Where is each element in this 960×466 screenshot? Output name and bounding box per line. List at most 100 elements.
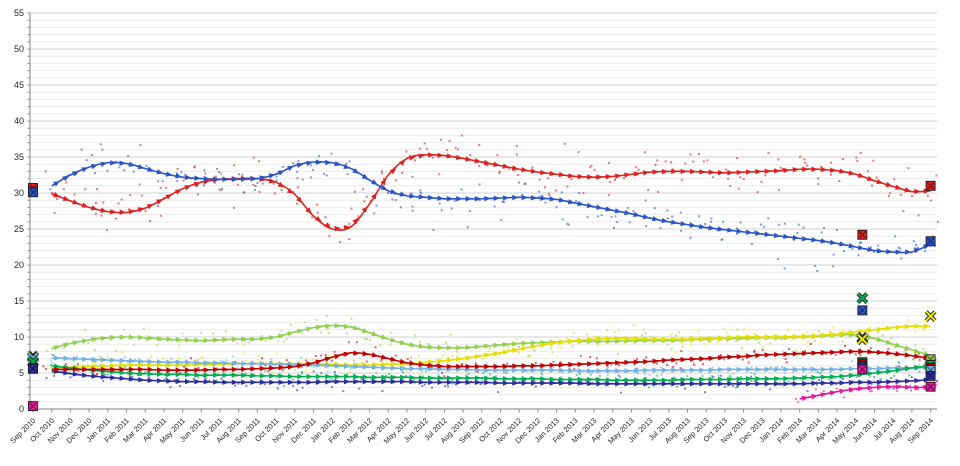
trend-arrow [895, 324, 903, 331]
scatter-point [275, 376, 278, 379]
scatter-point [100, 214, 103, 217]
trend-arrow [783, 334, 790, 340]
trend-arrow [493, 342, 500, 349]
trend-arrow [156, 169, 164, 175]
trend-arrow [72, 371, 80, 377]
trend-arrow [428, 366, 435, 372]
scatter-point [300, 356, 303, 359]
scatter-point [453, 199, 456, 202]
scatter-point [91, 371, 94, 374]
scatter-point [467, 372, 470, 375]
scatter-point [632, 210, 635, 213]
trend-arrow [100, 374, 108, 380]
scatter-point [182, 179, 185, 182]
scatter-point [716, 341, 719, 344]
trend-arrow [867, 246, 874, 252]
trend-arrow [390, 188, 398, 195]
scatter-point [736, 232, 739, 235]
trend-arrow [456, 379, 463, 386]
scatter-point [65, 181, 68, 184]
trend-arrow [100, 207, 108, 213]
trend-arrow [559, 380, 566, 386]
trend-arrow [774, 376, 781, 382]
result-marker-FI [857, 364, 868, 375]
scatter-point [739, 381, 742, 384]
trend-arrow [652, 336, 659, 342]
scatter-point [181, 332, 184, 335]
trend-arrow [455, 356, 463, 363]
scatter-point [924, 250, 927, 253]
trend-arrow [746, 376, 753, 382]
scatter-point [597, 215, 600, 218]
trend-arrow [446, 153, 454, 159]
scatter-point [358, 387, 361, 390]
trend-arrow [586, 174, 594, 180]
scatter-point [817, 183, 820, 186]
scatter-point [929, 199, 932, 202]
trend-arrow [409, 360, 416, 366]
scatter-point [95, 202, 98, 205]
trend-arrow [857, 244, 865, 251]
scatter-point [258, 190, 261, 193]
trend-arrow [128, 209, 136, 215]
trend-arrow [325, 379, 332, 385]
scatter-point [312, 365, 315, 368]
trend-arrow [577, 337, 585, 344]
scatter-point [736, 385, 739, 388]
scatter-point [311, 216, 314, 219]
scatter-point [102, 201, 105, 204]
scatter-point [496, 154, 499, 157]
trend-arrow [633, 171, 641, 177]
trend-arrow [119, 366, 126, 373]
scatter-point [869, 246, 872, 249]
scatter-point [179, 384, 182, 387]
scatter-point [478, 199, 481, 202]
trend-arrow [764, 352, 772, 358]
trend-arrow [91, 205, 98, 211]
scatter-point [780, 366, 783, 369]
scatter-point [127, 370, 130, 373]
trend-arrow [418, 194, 426, 200]
trend-arrow [474, 354, 482, 360]
scatter-point [635, 367, 638, 370]
scatter-point [818, 379, 821, 382]
scatter-point [563, 142, 566, 145]
scatter-point [236, 366, 239, 369]
trend-arrow [63, 366, 70, 373]
scatter-point [872, 251, 875, 254]
scatter-point [466, 226, 469, 229]
scatter-point [314, 354, 317, 357]
scatter-point [485, 164, 488, 167]
trend-arrow [586, 361, 594, 367]
scatter-point [879, 377, 882, 380]
trend-arrow [409, 379, 416, 385]
scatter-point [645, 356, 648, 359]
scatter-point [593, 168, 596, 171]
trend-arrow [802, 333, 809, 339]
scatter-point [759, 223, 762, 226]
scatter-point [197, 358, 200, 361]
scatter-point [251, 360, 254, 363]
scatter-point [725, 331, 728, 334]
trend-arrow [671, 168, 678, 175]
scatter-point [161, 180, 164, 183]
scatter-point [281, 369, 284, 372]
trend-arrow [727, 170, 734, 176]
scatter-point [517, 345, 520, 348]
trend-arrow [904, 352, 912, 358]
trend-arrow [72, 366, 80, 373]
trend-arrow [811, 380, 818, 387]
trend-arrow [886, 350, 893, 356]
y-axis-tick-label: 55 [14, 8, 24, 18]
trend-arrow [895, 351, 903, 357]
scatter-point [262, 361, 265, 364]
result-marker-inner-x [29, 365, 37, 373]
trend-arrow [277, 170, 285, 176]
scatter-point [860, 241, 863, 244]
trend-arrow [241, 176, 248, 182]
trend-arrow [474, 379, 482, 386]
scatter-point [735, 340, 738, 343]
trend-arrow [250, 372, 257, 379]
scatter-point [362, 188, 365, 191]
trend-arrow [390, 356, 398, 362]
